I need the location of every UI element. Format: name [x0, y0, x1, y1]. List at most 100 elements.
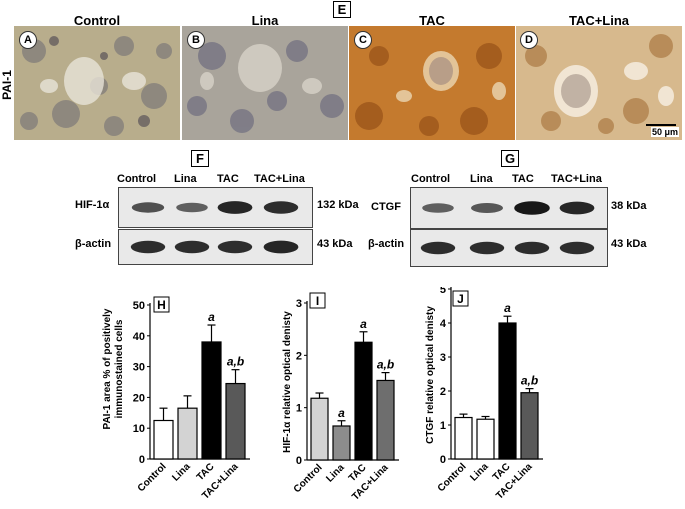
blot-band [559, 201, 595, 215]
lane-label-lina-g: Lina [470, 173, 493, 185]
x-tick-label: Control [136, 461, 169, 494]
panel-f-label: F [191, 150, 209, 167]
bar-tac-lina [376, 379, 395, 461]
scale-bar [646, 124, 676, 126]
bar-tac [201, 341, 222, 460]
significance-label: a [208, 310, 215, 324]
chart-j-ctgf: 0 1 2 3 4 5 J CTGF relative optical denisty Cont… [425, 287, 543, 502]
blot-protein-beta-actin-g: β-actin [368, 238, 405, 250]
y-axis-label: immunostained cells [114, 319, 125, 418]
blot-band [471, 203, 503, 213]
x-tick-label: Lina [170, 461, 193, 484]
bar-control [153, 419, 174, 460]
blot-bands-g-top [422, 201, 595, 215]
y-tick-label: 4 [440, 318, 447, 330]
panel-letter-box [153, 296, 170, 313]
blot-bands-f-bottom [130, 240, 299, 254]
blot-band [559, 241, 595, 255]
blot-bands-g-bottom [420, 241, 595, 255]
blot-protein-hif1a: HIF-1α [75, 199, 110, 211]
y-tick-label: 0 [139, 454, 145, 466]
y-tick-label: 1 [440, 420, 446, 432]
y-tick-label: 0 [296, 455, 302, 467]
bar-lina [476, 418, 495, 460]
blot-band [217, 201, 253, 214]
panel-letter-box [309, 292, 326, 309]
panel-letter: H [157, 298, 166, 312]
blot-band [514, 241, 550, 255]
lane-label-tac-lina: TAC+Lina [254, 173, 305, 185]
micrograph-title-control: Control [73, 13, 121, 28]
bar-lina [177, 407, 198, 460]
micrograph-control [14, 26, 180, 140]
blot-bands-f-top [131, 201, 299, 214]
y-tick-label: 40 [133, 331, 145, 343]
x-tick-label: Control [292, 462, 325, 495]
blot-band [131, 202, 165, 213]
blot-band [217, 240, 253, 254]
blot-strip-beta-actin-g [410, 229, 608, 267]
blot-strip-hif1a [118, 187, 313, 228]
panel-g-label: G [501, 150, 519, 167]
panel-letter: J [457, 292, 464, 306]
x-tick-label: Control [436, 461, 469, 494]
pai1-row-label: PAI-1 [0, 70, 14, 100]
scale-bar-label: 50 μm [651, 127, 680, 137]
blot-size-beta-actin-g: 43 kDa [611, 238, 647, 250]
blot-band [130, 240, 166, 254]
significance-label: a [338, 406, 345, 420]
lane-label-tac: TAC [217, 173, 239, 185]
y-tick-label: 0 [440, 454, 446, 466]
micrograph-letter-c: C [354, 31, 372, 49]
micrograph-letter-a: A [19, 31, 37, 49]
lane-label-tac-g: TAC [512, 173, 534, 185]
y-axis-label: PAI-1 area % of positively [102, 308, 113, 429]
y-tick-label: 2 [296, 350, 302, 362]
blot-band [514, 201, 550, 215]
y-tick-label: 3 [296, 298, 302, 310]
chart-h-pai1: 0 10 20 30 40 50 H PAI-1 area % of positively im… [102, 296, 250, 502]
blot-size-hif1a: 132 kDa [317, 199, 359, 211]
chart-i-hif1a: 0 1 2 3 I HIF-1α relative optical denisty Cont… [282, 292, 399, 503]
micrograph-lina [182, 26, 348, 140]
lane-label-control-g: Control [411, 173, 451, 185]
blot-strip-ctgf [410, 187, 608, 229]
y-tick-label: 1 [296, 403, 302, 415]
blot-protein-ctgf: CTGF [371, 201, 401, 213]
bar-control [310, 397, 329, 461]
y-tick-label: 20 [133, 392, 145, 404]
blot-size-beta-actin-f: 43 kDa [317, 238, 353, 250]
blot-band [420, 241, 456, 255]
bar-tac [498, 322, 517, 460]
blot-band [263, 201, 299, 214]
bar-tac-lina [225, 382, 246, 460]
bar-control [454, 416, 473, 460]
y-axis-label: HIF-1α relative optical denisty [282, 311, 293, 453]
blot-band [469, 241, 505, 255]
panel-letter: I [316, 294, 319, 308]
y-tick-label: 2 [440, 386, 446, 398]
significance-label: a,b [377, 358, 394, 372]
y-tick-label: 30 [133, 362, 145, 374]
micrograph-title-tac-lina: TAC+Lina [568, 13, 630, 28]
panel-e-label: E [333, 1, 351, 18]
micrograph-title-lina: Lina [251, 13, 279, 28]
micrograph-letter-b: B [187, 31, 205, 49]
significance-label: a,b [521, 374, 538, 388]
blot-band [422, 203, 454, 213]
blot-protein-beta-actin-f: β-actin [75, 238, 112, 250]
significance-label: a [360, 317, 367, 331]
micrograph-letter-d: D [520, 31, 538, 49]
significance-label: a [504, 301, 511, 315]
y-tick-label: 50 [133, 300, 145, 312]
panel-letter-box [452, 290, 469, 307]
blot-band [263, 240, 299, 254]
bar-lina [332, 425, 351, 461]
blot-band [174, 240, 210, 254]
y-axis-label: CTGF relative optical denisty [425, 306, 436, 444]
micrograph-tac-lina [516, 26, 682, 140]
y-tick-label: 5 [440, 287, 446, 296]
y-tick-label: 10 [133, 423, 145, 435]
x-tick-label: Lina [468, 461, 491, 484]
blot-size-ctgf: 38 kDa [611, 200, 647, 212]
